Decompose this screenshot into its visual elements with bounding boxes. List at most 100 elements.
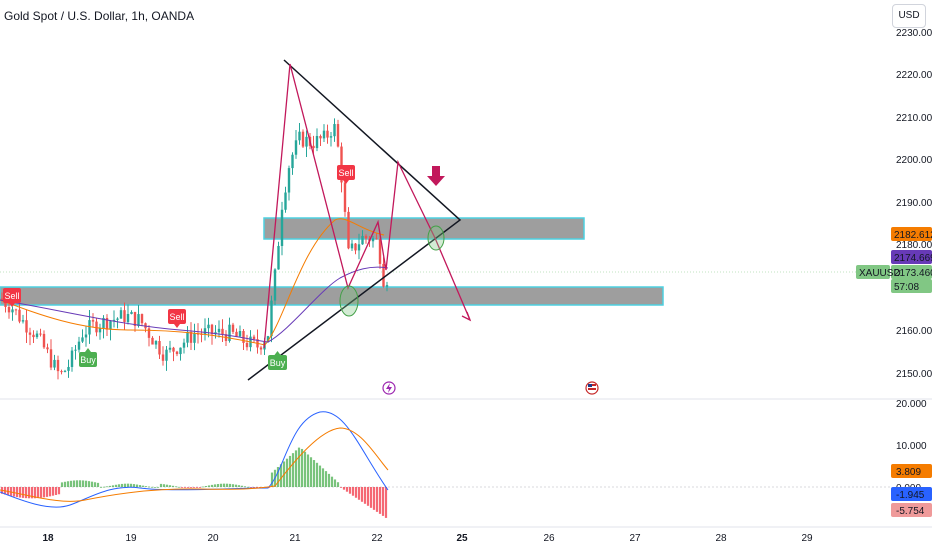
time-tick-label: 29 (801, 533, 813, 544)
candle-body (7, 306, 11, 313)
macd-label: 3.809 (891, 464, 932, 478)
signal-badge-bg (168, 309, 186, 324)
candle-body (126, 313, 130, 323)
macd-histogram-bar (138, 485, 142, 487)
candle-body (298, 131, 301, 141)
macd-histogram-bar (117, 484, 121, 487)
macd-histogram-bar (381, 487, 385, 516)
flag-stripe (588, 388, 596, 390)
candle-body (382, 263, 385, 287)
price-label-bg (891, 250, 932, 264)
macd-histogram-bar (180, 487, 184, 488)
macd-histogram-bar (150, 486, 154, 488)
signal-pointer (343, 180, 349, 184)
candle-body (28, 332, 32, 335)
macd-histogram-bar (237, 485, 241, 487)
signal-pointer (174, 324, 180, 328)
macd-histogram-bar (348, 487, 352, 494)
support-touch-circle[interactable] (339, 285, 359, 317)
macd-histogram-bar (336, 482, 340, 487)
candle-body (221, 328, 224, 335)
macd-histogram-bar (210, 484, 214, 487)
signals-layer: Sell Sell Sell Buy Buy (3, 165, 599, 395)
macd-histogram-bar (57, 487, 61, 495)
candle-body (287, 168, 291, 193)
macd-histogram-bar (78, 480, 82, 487)
candle-body (133, 312, 137, 327)
macd-histogram-bar (51, 487, 55, 496)
candle-body (189, 331, 193, 343)
price-label-bg (891, 265, 932, 279)
macd-histogram-bar (126, 483, 130, 487)
candle-body (102, 317, 105, 329)
candle-body (130, 312, 133, 314)
candle-body (42, 333, 46, 348)
macd-histogram-bar (297, 447, 301, 487)
breakdown-circle[interactable] (427, 225, 445, 251)
macd-histogram-bar (246, 486, 250, 488)
triangle-pattern[interactable] (247, 59, 462, 381)
resistance-zone[interactable] (263, 217, 585, 240)
macd-histogram-bar (360, 487, 364, 502)
macd-histogram-bar (159, 483, 163, 487)
signal-sell-badge[interactable]: Sell (337, 165, 355, 184)
candle-body (270, 300, 273, 337)
macd-histogram-bar (75, 480, 79, 487)
macd-histogram-bar (171, 485, 175, 487)
support-zone[interactable] (0, 286, 664, 306)
candle-body (186, 331, 189, 343)
macd-histogram-bar (279, 464, 283, 487)
macd-histogram-bar (204, 485, 208, 487)
us-flag-event-icon[interactable] (585, 381, 599, 395)
macd-histogram-bar (114, 484, 118, 487)
candle-body (354, 243, 357, 251)
candle-body (385, 285, 389, 287)
price-tick-label: 2220.000 (896, 70, 932, 81)
lightning-event-icon[interactable] (382, 381, 396, 395)
candle-body (207, 324, 210, 329)
macd-histogram-bar (39, 487, 43, 498)
macd-label-bg (891, 503, 932, 517)
macd-histogram-bar (270, 472, 274, 487)
time-tick-label: 27 (629, 533, 641, 544)
axes-layer: 2230.0002220.0002210.0002200.0002190.000… (42, 28, 932, 544)
candle-body (140, 314, 144, 324)
candle-body (95, 321, 98, 333)
signal-badge-bg (337, 165, 355, 180)
macd-histogram-bar (330, 476, 334, 487)
candle-body (35, 333, 39, 338)
macd-histogram-bar (105, 486, 109, 488)
macd-histogram-bar (162, 484, 166, 487)
candle-body (347, 211, 350, 249)
macd-histogram-bar (354, 487, 358, 498)
macd-histogram-bar (216, 484, 220, 487)
projection-path[interactable] (263, 63, 471, 349)
candle-body (63, 370, 67, 372)
candle-body (235, 331, 238, 337)
signal-label: Sell (338, 168, 353, 178)
signal-badge-bg (79, 352, 97, 367)
signal-buy-badge[interactable]: Buy (268, 351, 287, 370)
macd-histogram-bar (300, 448, 304, 487)
macd-histogram-bar (369, 487, 373, 508)
candle-body (305, 136, 308, 147)
candle-body (252, 336, 256, 340)
macd-histogram-bar (378, 487, 382, 514)
signal-sell-badge[interactable]: Sell (168, 309, 186, 328)
candle-body (46, 347, 49, 350)
macd-label-text: -5.754 (896, 506, 925, 517)
currency-button[interactable]: USD (892, 4, 926, 28)
symbol-tag-bg (856, 265, 890, 279)
macd-histogram-bar (141, 485, 145, 487)
macd-histogram-bar (108, 485, 112, 487)
macd-histogram-bar (30, 487, 34, 499)
macd-histogram-bar (36, 487, 40, 499)
macd-histogram-bar (63, 481, 67, 487)
signal-buy-badge[interactable]: Buy (79, 348, 97, 367)
signal-pointer (9, 303, 15, 307)
candle-body (284, 192, 287, 210)
macd-histogram-bar (60, 482, 64, 487)
signal-sell-badge[interactable]: Sell (3, 288, 21, 307)
macd-histogram-bar (189, 487, 193, 488)
